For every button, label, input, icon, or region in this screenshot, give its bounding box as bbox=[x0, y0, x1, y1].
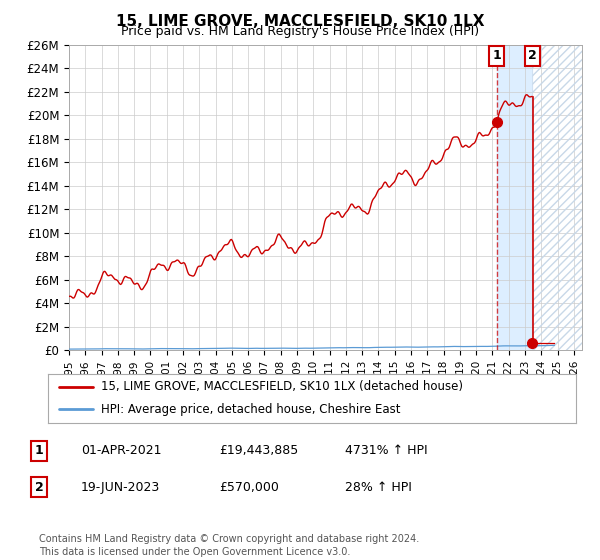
Text: 15, LIME GROVE, MACCLESFIELD, SK10 1LX (detached house): 15, LIME GROVE, MACCLESFIELD, SK10 1LX (… bbox=[101, 380, 463, 393]
Text: 2: 2 bbox=[35, 480, 43, 494]
Text: 4731% ↑ HPI: 4731% ↑ HPI bbox=[345, 444, 428, 458]
Text: HPI: Average price, detached house, Cheshire East: HPI: Average price, detached house, Ches… bbox=[101, 403, 400, 416]
Text: 15, LIME GROVE, MACCLESFIELD, SK10 1LX: 15, LIME GROVE, MACCLESFIELD, SK10 1LX bbox=[116, 14, 484, 29]
Text: 19-JUN-2023: 19-JUN-2023 bbox=[81, 480, 160, 494]
Text: 1: 1 bbox=[492, 49, 501, 62]
Text: 1: 1 bbox=[35, 444, 43, 458]
Bar bbox=[497, 45, 532, 350]
Text: 2: 2 bbox=[528, 49, 537, 62]
Text: £570,000: £570,000 bbox=[219, 480, 279, 494]
Text: £19,443,885: £19,443,885 bbox=[219, 444, 298, 458]
Text: Price paid vs. HM Land Registry's House Price Index (HPI): Price paid vs. HM Land Registry's House … bbox=[121, 25, 479, 38]
Text: 28% ↑ HPI: 28% ↑ HPI bbox=[345, 480, 412, 494]
Text: 01-APR-2021: 01-APR-2021 bbox=[81, 444, 161, 458]
Text: Contains HM Land Registry data © Crown copyright and database right 2024.
This d: Contains HM Land Registry data © Crown c… bbox=[39, 534, 419, 557]
